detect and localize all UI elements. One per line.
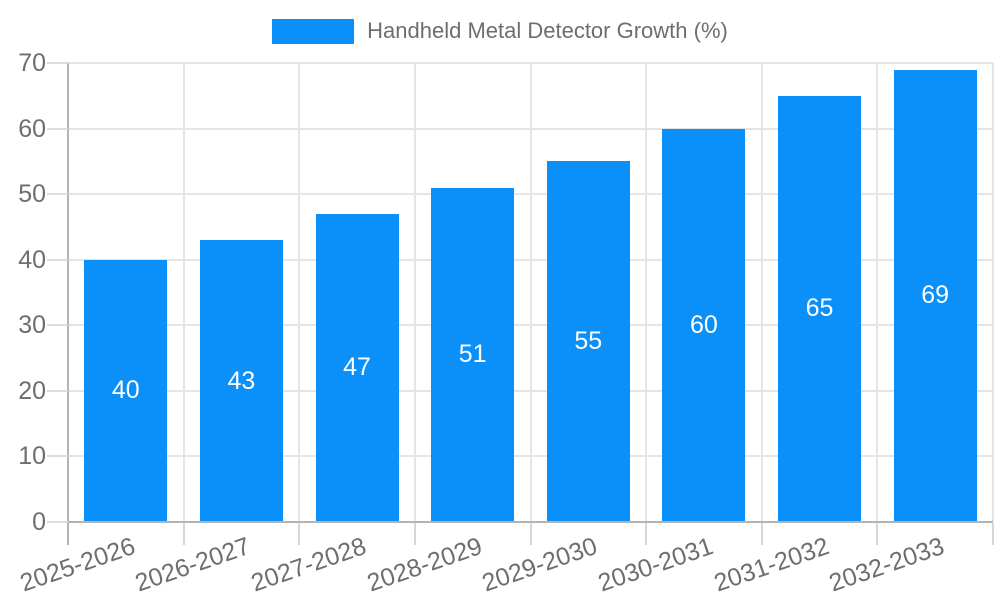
- y-tick-mark: [47, 62, 68, 64]
- bar-value-label: 65: [805, 294, 834, 323]
- bar-value-label: 60: [690, 310, 718, 339]
- y-tick-label: 20: [18, 376, 46, 405]
- bar-value-label: 47: [343, 353, 371, 382]
- y-tick-mark: [47, 455, 68, 458]
- v-gridline: [760, 63, 763, 522]
- bar[interactable]: 40: [84, 259, 168, 522]
- legend-swatch: [272, 18, 355, 44]
- chart-legend[interactable]: Handheld Metal Detector Growth (%): [0, 16, 1000, 46]
- bar-value-label: 40: [111, 376, 140, 405]
- bar-value-label: 51: [458, 340, 487, 369]
- bar[interactable]: 47: [315, 213, 399, 522]
- y-tick-label: 50: [18, 180, 46, 209]
- y-tick-mark: [47, 193, 68, 196]
- y-tick-label: 10: [18, 442, 46, 471]
- y-tick-mark: [47, 389, 68, 392]
- x-tick-mark: [876, 523, 879, 545]
- v-gridline: [529, 63, 532, 522]
- x-tick-mark: [182, 523, 185, 545]
- y-tick-label: 0: [32, 508, 46, 536]
- y-axis-line: [67, 63, 69, 544]
- bar[interactable]: 60: [662, 128, 746, 522]
- bar[interactable]: 69: [893, 69, 977, 522]
- legend-label: Handheld Metal Detector Growth (%): [367, 18, 728, 43]
- x-tick-mark: [67, 523, 69, 545]
- bar[interactable]: 55: [546, 161, 630, 522]
- bar[interactable]: 43: [199, 240, 283, 522]
- x-tick-mark: [413, 523, 416, 545]
- v-gridline: [645, 63, 648, 522]
- x-tick-mark: [992, 523, 994, 545]
- y-tick-label: 40: [18, 245, 46, 274]
- x-tick-mark: [645, 523, 648, 545]
- bar-value-label: 43: [227, 366, 256, 395]
- x-axis-line: [47, 521, 993, 523]
- v-gridline: [298, 63, 301, 522]
- plot-area: 40 43 47 51 55 60 65 69: [68, 62, 994, 522]
- y-tick-mark: [47, 258, 68, 261]
- bar-value-label: 55: [574, 327, 603, 356]
- v-gridline: [413, 63, 416, 522]
- v-gridline: [876, 63, 879, 522]
- x-tick-mark: [298, 523, 301, 545]
- x-tick-mark: [760, 523, 763, 545]
- y-tick-mark: [47, 521, 68, 523]
- y-tick-mark: [47, 127, 68, 130]
- y-tick-label: 30: [18, 311, 46, 340]
- x-tick-mark: [529, 523, 532, 545]
- bar[interactable]: 65: [778, 95, 862, 522]
- bar-value-label: 69: [921, 281, 950, 310]
- v-gridline: [182, 63, 185, 522]
- y-tick-label: 60: [18, 114, 46, 143]
- y-tick-label: 70: [18, 49, 46, 77]
- y-tick-mark: [47, 324, 68, 327]
- bar[interactable]: 51: [431, 187, 515, 522]
- v-gridline: [992, 63, 994, 522]
